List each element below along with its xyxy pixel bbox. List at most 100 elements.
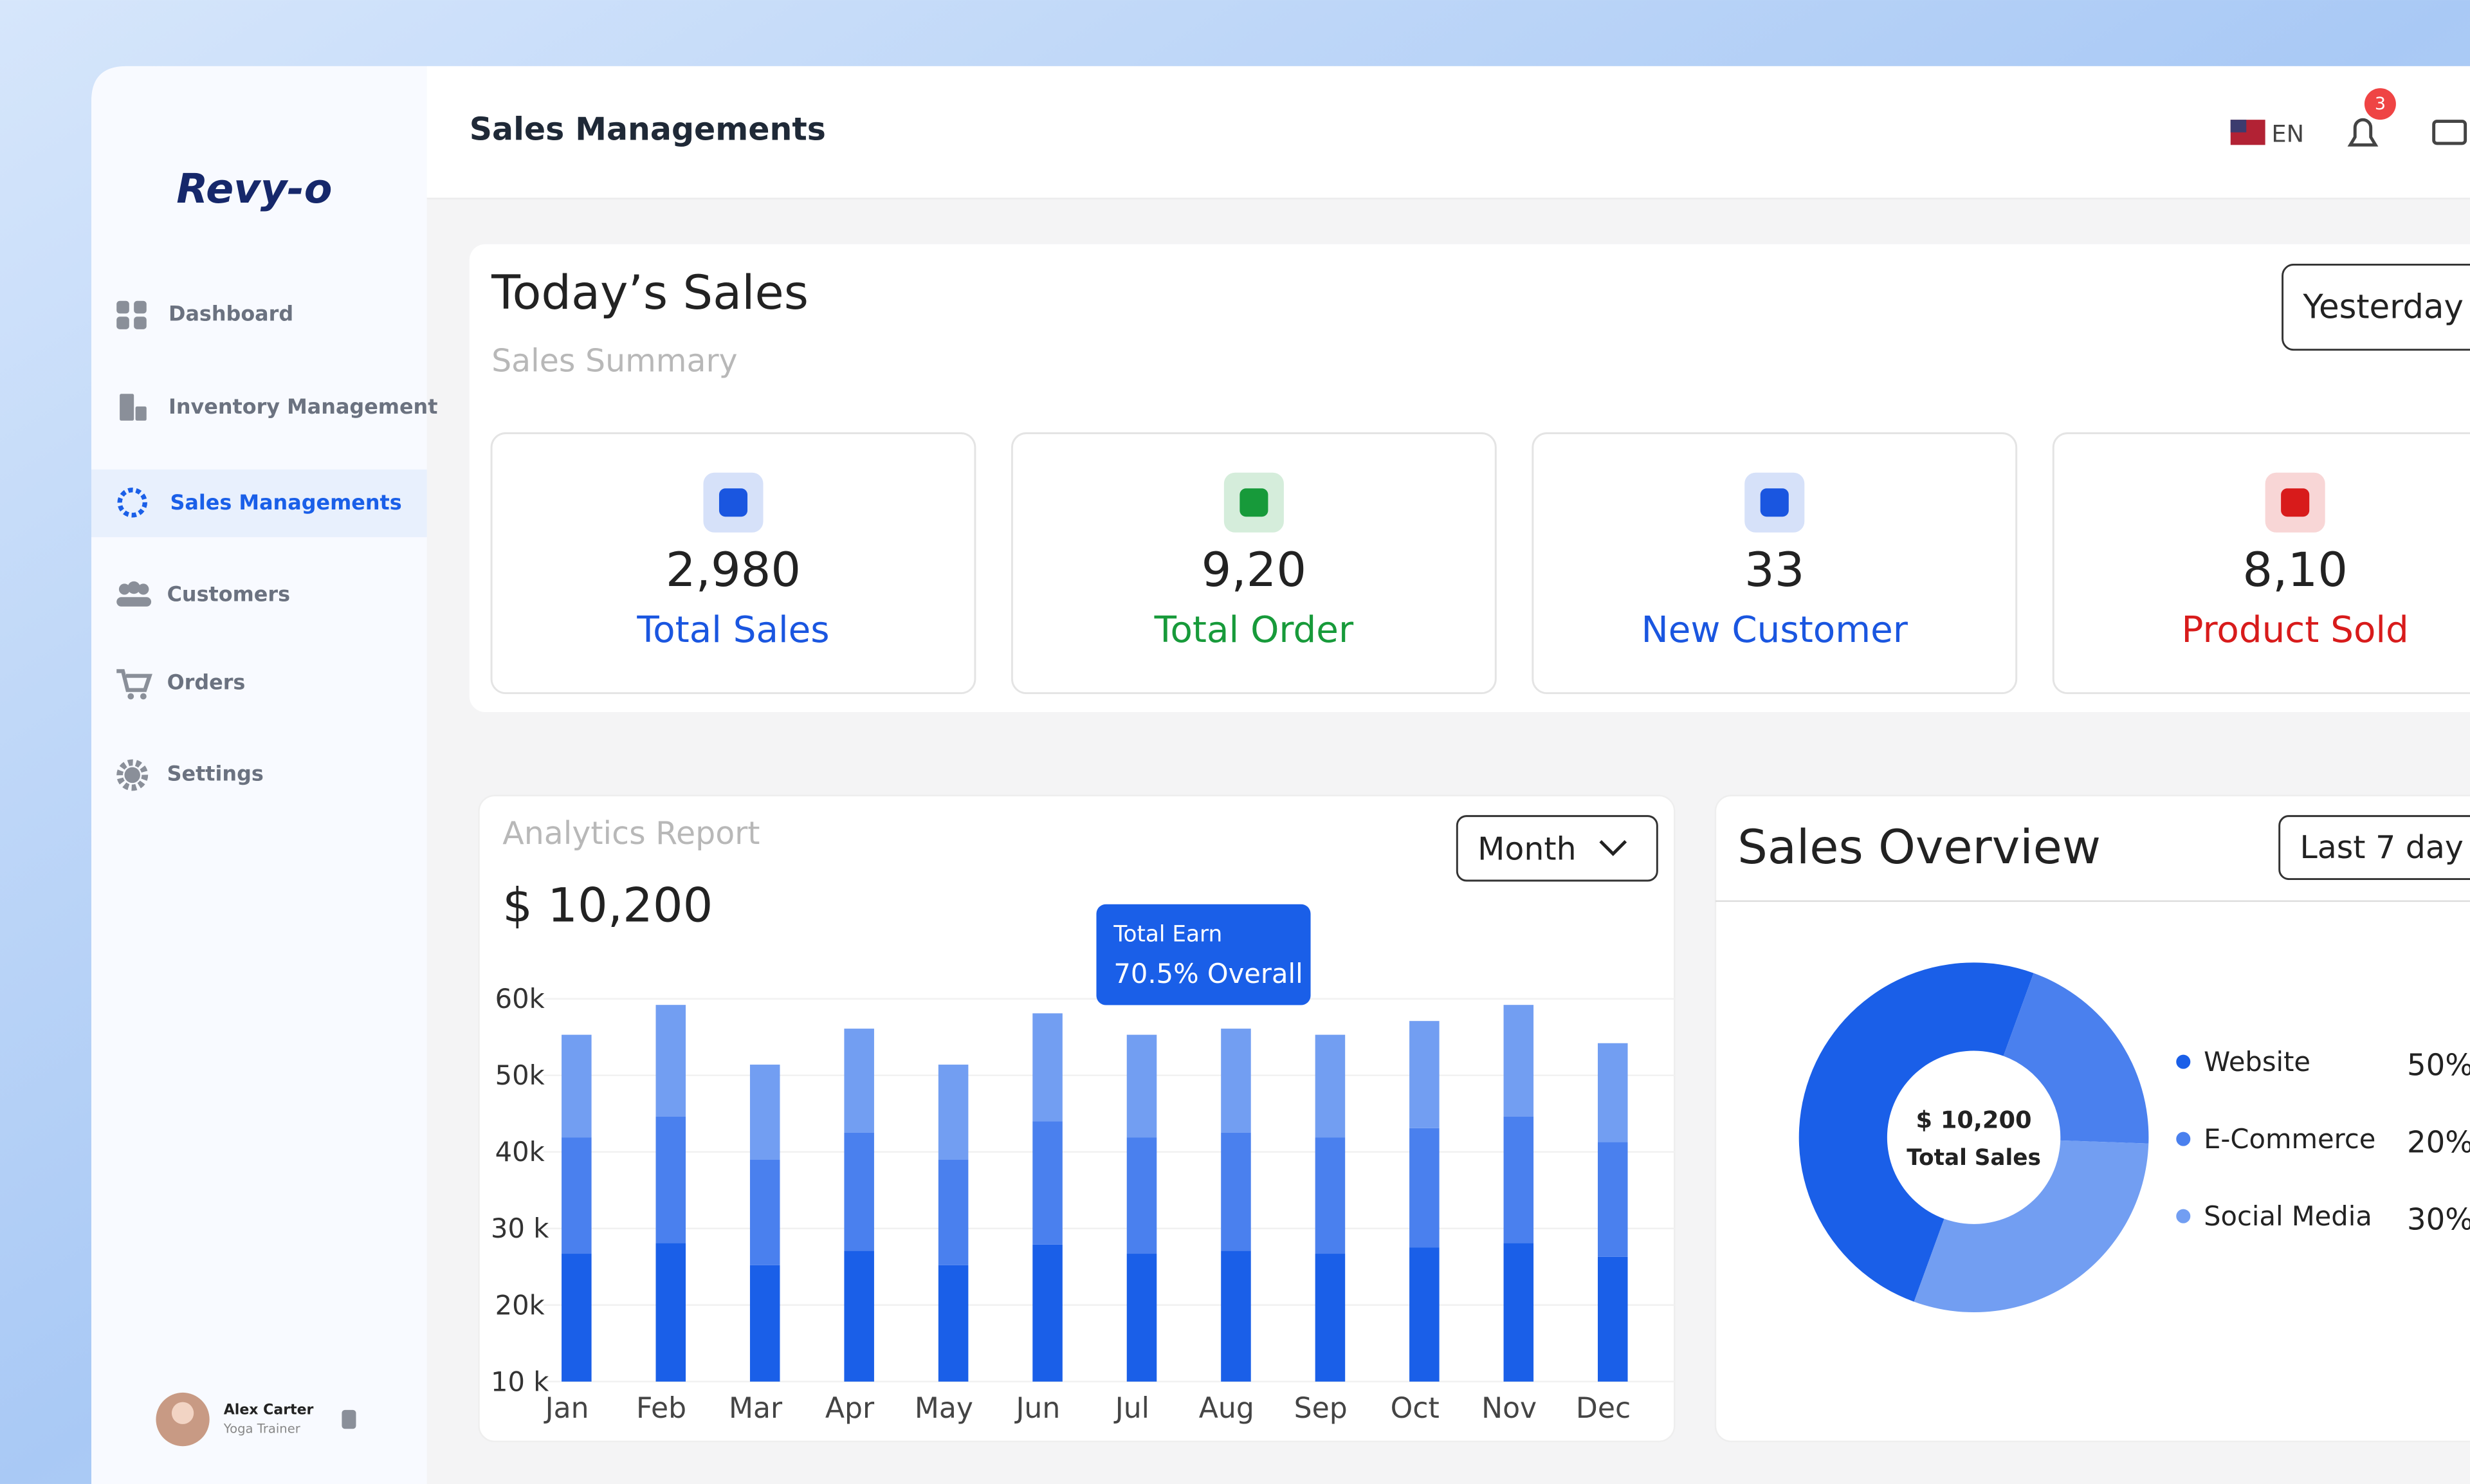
nav-item[interactable]: Sales Managements (170, 490, 401, 515)
bar-segment (1315, 1137, 1346, 1254)
chevron (1599, 840, 1627, 856)
card-icon (1240, 488, 1268, 517)
nav-active-bg (91, 469, 427, 538)
nav-item[interactable]: Settings (167, 761, 264, 785)
page-title: Sales Managements (470, 111, 826, 147)
card (490, 432, 976, 695)
mail-icon[interactable] (2432, 120, 2467, 145)
card (2052, 432, 2470, 695)
bar-segment (938, 1065, 969, 1160)
icon (116, 300, 129, 314)
x-tick-label: Jul (1113, 1392, 1149, 1425)
card-value: 2,980 (666, 543, 801, 598)
bar-segment (938, 1265, 969, 1382)
card-label: Total Sales (636, 609, 829, 651)
badge (2364, 88, 2396, 120)
period-button[interactable] (2278, 815, 2470, 881)
x-tick-label: May (915, 1392, 973, 1425)
bar-segment (1221, 1132, 1251, 1251)
x-tick-label: Jun (1014, 1392, 1060, 1425)
nav-icons (116, 300, 152, 791)
value-label: 50% (2407, 1048, 2470, 1083)
bar-segment (1221, 1029, 1251, 1133)
card-icon (718, 488, 748, 517)
x-tick-label: Jan (544, 1392, 589, 1425)
bar-segment (1503, 1243, 1534, 1382)
bar-segment (562, 1034, 592, 1138)
icon (118, 583, 131, 595)
x-tick-label: Apr (825, 1392, 875, 1425)
tooltip-title: Total Earn (1113, 921, 1222, 947)
chart-title: Analytics Report (502, 815, 760, 852)
bar-segment (1315, 1034, 1346, 1138)
summary-subtitle: Sales Summary (491, 342, 738, 379)
bar-segment (844, 1250, 874, 1382)
legend-dot (2176, 1131, 2191, 1146)
tooltip-text: 70.5% Overall (1113, 958, 1303, 989)
icon (127, 693, 134, 700)
bar-segment (1503, 1116, 1534, 1243)
y-tick-label: 50k (495, 1059, 545, 1091)
avatar-face (171, 1402, 194, 1424)
topbar (426, 66, 2470, 199)
logout-button[interactable] (342, 1409, 356, 1429)
language[interactable]: EN (2271, 120, 2304, 148)
bar-segment (655, 1005, 686, 1117)
bar-segment (562, 1254, 592, 1382)
icon (117, 487, 147, 518)
period-dropdown[interactable] (1456, 815, 1658, 882)
period-button[interactable] (2282, 263, 2470, 351)
x-tick-label: Aug (1199, 1392, 1254, 1425)
bar-segment (1598, 1142, 1628, 1257)
pie-slice (1914, 1140, 2149, 1313)
bar-segment (749, 1265, 780, 1382)
x-tick-label: Nov (1481, 1392, 1537, 1425)
icon (116, 759, 149, 791)
bar-segment (844, 1029, 874, 1133)
card-label: Product Sold (2182, 609, 2409, 651)
bar-segment (1315, 1254, 1346, 1382)
period-label: Month (1477, 831, 1576, 868)
bar-segment (1409, 1021, 1440, 1128)
y-tick-label: 10 k (491, 1366, 549, 1397)
icon (134, 300, 147, 314)
bar-segment (1598, 1043, 1628, 1142)
card-icon (2281, 488, 2310, 517)
bar-segment (1032, 1121, 1063, 1245)
icon (116, 597, 152, 607)
nav-item[interactable]: Customers (167, 582, 290, 606)
pie-center-label: Total Sales (1907, 1145, 2041, 1171)
icon (138, 583, 149, 595)
bell-icon[interactable] (2347, 118, 2379, 147)
icon (134, 316, 147, 329)
period-label: Yesterday (2302, 288, 2464, 327)
nav-item[interactable]: Orders (167, 670, 246, 694)
nav-item[interactable]: Dashboard (169, 301, 293, 325)
bar-segment (749, 1159, 780, 1265)
bar-segment (1032, 1244, 1063, 1382)
bar-segment (562, 1137, 592, 1254)
nav-item[interactable]: Inventory Management (169, 394, 437, 419)
x-tick-label: Oct (1391, 1392, 1440, 1425)
nav: Dashboard Inventory Management Sales Man… (91, 300, 437, 791)
card-label: New Customer (1642, 609, 1908, 651)
card-value: 8,10 (2242, 543, 2348, 598)
card-label: Total Order (1154, 609, 1354, 651)
card-value: 33 (1744, 543, 1804, 598)
bar-segment (655, 1243, 686, 1382)
chart-subtitle: $ 10,200 (502, 879, 713, 933)
user-name: Alex Carter (224, 1402, 314, 1418)
bar-segment (1126, 1034, 1157, 1138)
x-tick-label: Feb (636, 1392, 686, 1425)
bar-segment (1503, 1005, 1534, 1117)
bar-segment (1126, 1137, 1157, 1254)
legend-label: Social Media (2204, 1200, 2372, 1232)
bar-segment (1598, 1256, 1628, 1382)
x-tick-label: Sep (1294, 1392, 1348, 1425)
pie-chart: Website 50% E-Commerce 20% Social Media 30% (1798, 962, 2470, 1313)
user-role: Yoga Trainer (223, 1422, 301, 1436)
badge-count: 3 (2375, 94, 2386, 114)
bar-segment (1409, 1128, 1440, 1248)
summary-title: Today’s Sales (491, 266, 809, 320)
